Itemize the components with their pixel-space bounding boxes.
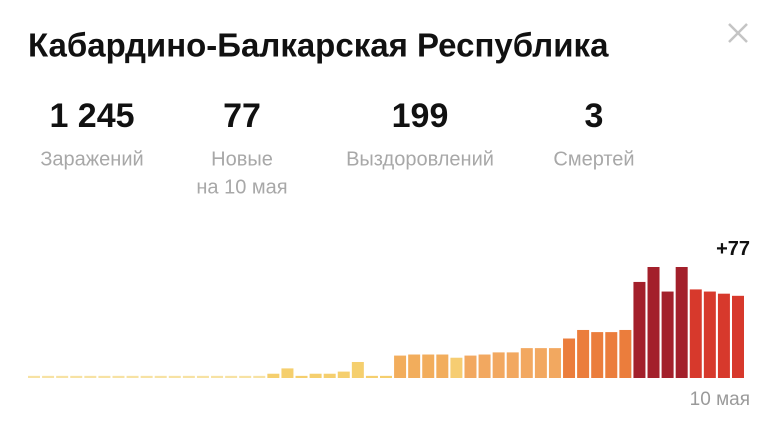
bar bbox=[182, 375, 195, 378]
bar bbox=[365, 375, 378, 378]
bar bbox=[703, 291, 716, 378]
bar bbox=[267, 373, 280, 378]
bar bbox=[534, 348, 547, 378]
stat-label: Смертей bbox=[553, 148, 634, 170]
bar bbox=[70, 375, 83, 378]
bar bbox=[732, 295, 744, 378]
bar bbox=[675, 267, 688, 378]
bar bbox=[239, 375, 252, 378]
stat-value: 77 bbox=[223, 97, 261, 135]
stat-label: Заражений bbox=[40, 148, 143, 170]
bar bbox=[225, 375, 238, 378]
bar bbox=[394, 355, 407, 378]
bar bbox=[28, 375, 40, 378]
bar bbox=[548, 348, 561, 378]
bar bbox=[323, 373, 336, 378]
stat-value: 3 bbox=[585, 97, 604, 135]
bar bbox=[380, 375, 392, 378]
bar bbox=[478, 354, 491, 378]
bar bbox=[98, 375, 111, 378]
bar bbox=[295, 375, 308, 378]
bar bbox=[450, 357, 463, 378]
bar bbox=[717, 293, 730, 378]
stat-label: Новые bbox=[211, 148, 273, 170]
stat-label: Выздоровлений bbox=[346, 148, 494, 170]
bar bbox=[605, 332, 618, 378]
stat-label: на 10 мая bbox=[196, 176, 287, 198]
bar bbox=[436, 354, 449, 378]
bar bbox=[253, 375, 266, 378]
bar bbox=[563, 338, 576, 378]
bar bbox=[661, 291, 674, 378]
x-tick-label: 10 мая bbox=[690, 389, 750, 410]
close-icon[interactable] bbox=[728, 23, 748, 43]
bar bbox=[112, 375, 125, 378]
bar bbox=[140, 375, 153, 378]
bar bbox=[281, 368, 294, 378]
value-label: +77 bbox=[716, 238, 750, 260]
bar bbox=[506, 352, 519, 378]
bar bbox=[168, 375, 181, 378]
bar bbox=[464, 355, 477, 378]
bar bbox=[422, 354, 435, 378]
bar bbox=[56, 375, 69, 378]
close-button[interactable] bbox=[728, 23, 748, 43]
bar bbox=[591, 332, 604, 378]
bar bbox=[126, 375, 139, 378]
bar bbox=[196, 375, 209, 378]
bar bbox=[633, 281, 646, 378]
bar bbox=[619, 329, 632, 378]
bar bbox=[492, 352, 505, 378]
bar bbox=[154, 375, 167, 378]
bar bbox=[84, 375, 97, 378]
bar bbox=[337, 371, 350, 378]
bar bbox=[689, 289, 702, 378]
bar bbox=[577, 329, 590, 378]
bar bbox=[351, 361, 364, 378]
stat-value: 199 bbox=[392, 97, 449, 135]
bar bbox=[520, 348, 533, 378]
bar bbox=[408, 354, 421, 378]
bar bbox=[211, 375, 224, 378]
stat-value: 1 245 bbox=[49, 97, 134, 135]
bar bbox=[42, 375, 55, 378]
region-title: Кабардино-Балкарская Республика bbox=[28, 27, 609, 64]
bar bbox=[309, 373, 322, 378]
bar bbox=[647, 267, 660, 378]
